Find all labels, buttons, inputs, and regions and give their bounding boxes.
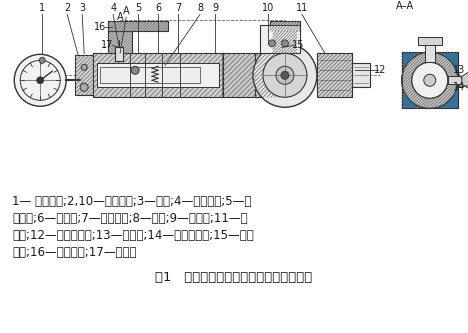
Circle shape <box>424 74 436 86</box>
Text: 2: 2 <box>64 3 70 13</box>
Bar <box>255 53 287 97</box>
Text: 15: 15 <box>292 40 304 50</box>
Text: 手螺钉;6—测量台;7—移动芯轴;8—压簧;9—测量管;11—螺: 手螺钉;6—测量台;7—移动芯轴;8—压簧;9—测量管;11—螺 <box>12 212 248 225</box>
Bar <box>402 52 458 108</box>
Bar <box>108 21 168 31</box>
Text: 图1   大型轴承套圈内径尺寸的测量原理图: 图1 大型轴承套圈内径尺寸的测量原理图 <box>155 271 313 284</box>
Circle shape <box>412 62 448 98</box>
Bar <box>402 52 458 108</box>
Circle shape <box>281 40 288 47</box>
Circle shape <box>80 83 88 91</box>
Bar <box>270 21 300 31</box>
Circle shape <box>14 54 66 106</box>
Text: 7: 7 <box>175 3 181 13</box>
Text: 11: 11 <box>296 3 308 13</box>
Bar <box>93 53 223 97</box>
Text: 12: 12 <box>373 65 386 75</box>
Bar <box>317 53 352 97</box>
Circle shape <box>131 66 139 74</box>
Bar <box>108 31 132 53</box>
Text: 14: 14 <box>453 82 465 92</box>
Circle shape <box>263 53 307 97</box>
Bar <box>317 53 352 97</box>
Text: 16: 16 <box>94 22 106 32</box>
Text: 17: 17 <box>101 40 113 50</box>
Bar <box>255 53 287 97</box>
Bar <box>352 63 370 87</box>
Bar <box>75 55 93 95</box>
Bar <box>418 37 442 45</box>
Bar <box>255 53 287 97</box>
Circle shape <box>37 77 44 84</box>
Text: 8: 8 <box>197 3 203 13</box>
Polygon shape <box>402 52 458 108</box>
Text: 5: 5 <box>135 3 141 13</box>
Bar <box>270 21 300 31</box>
Text: 1: 1 <box>39 3 45 13</box>
Polygon shape <box>223 53 255 97</box>
Text: 1— 测量仪表;2,10—紧固螺钉;3—表架;4—限位螺钉;5—把: 1— 测量仪表;2,10—紧固螺钉;3—表架;4—限位螺钉;5—把 <box>12 195 252 208</box>
Circle shape <box>276 66 294 84</box>
Circle shape <box>281 71 289 79</box>
Text: A–A: A–A <box>396 1 414 11</box>
Circle shape <box>402 52 458 108</box>
Circle shape <box>81 64 87 70</box>
Circle shape <box>412 62 448 98</box>
Text: 6: 6 <box>155 3 161 13</box>
Text: 10: 10 <box>262 3 274 13</box>
Bar <box>273 31 297 53</box>
Text: 测头;16—被测套圈;17—定位面: 测头;16—被测套圈;17—定位面 <box>12 246 137 259</box>
Polygon shape <box>462 70 468 90</box>
Bar <box>108 31 132 53</box>
Bar <box>108 21 168 31</box>
Bar <box>93 53 223 97</box>
Circle shape <box>39 57 45 63</box>
Bar <box>100 67 200 83</box>
Bar <box>75 55 93 95</box>
Text: 4: 4 <box>110 3 116 13</box>
Text: A: A <box>123 6 130 16</box>
Bar <box>448 76 462 84</box>
Bar <box>273 31 297 53</box>
Circle shape <box>269 40 276 47</box>
Circle shape <box>253 43 317 107</box>
Bar <box>260 25 300 53</box>
Text: 3: 3 <box>79 3 85 13</box>
Bar <box>223 53 255 97</box>
Bar <box>97 63 219 87</box>
Text: A: A <box>117 12 124 22</box>
Bar <box>425 42 435 62</box>
Text: 13: 13 <box>453 65 465 75</box>
Text: 纹堵;12—活动测点架;13—导向块;14—测量定位块;15—圆柱: 纹堵;12—活动测点架;13—导向块;14—测量定位块;15—圆柱 <box>12 229 254 242</box>
Text: 9: 9 <box>212 3 218 13</box>
Bar <box>115 47 123 61</box>
Bar <box>223 53 255 97</box>
